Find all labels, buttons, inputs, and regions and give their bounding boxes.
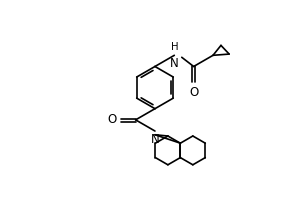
Text: O: O bbox=[107, 113, 116, 126]
Text: N: N bbox=[170, 57, 179, 70]
Text: H: H bbox=[171, 42, 178, 52]
Text: N: N bbox=[151, 133, 159, 146]
Text: O: O bbox=[189, 86, 198, 99]
